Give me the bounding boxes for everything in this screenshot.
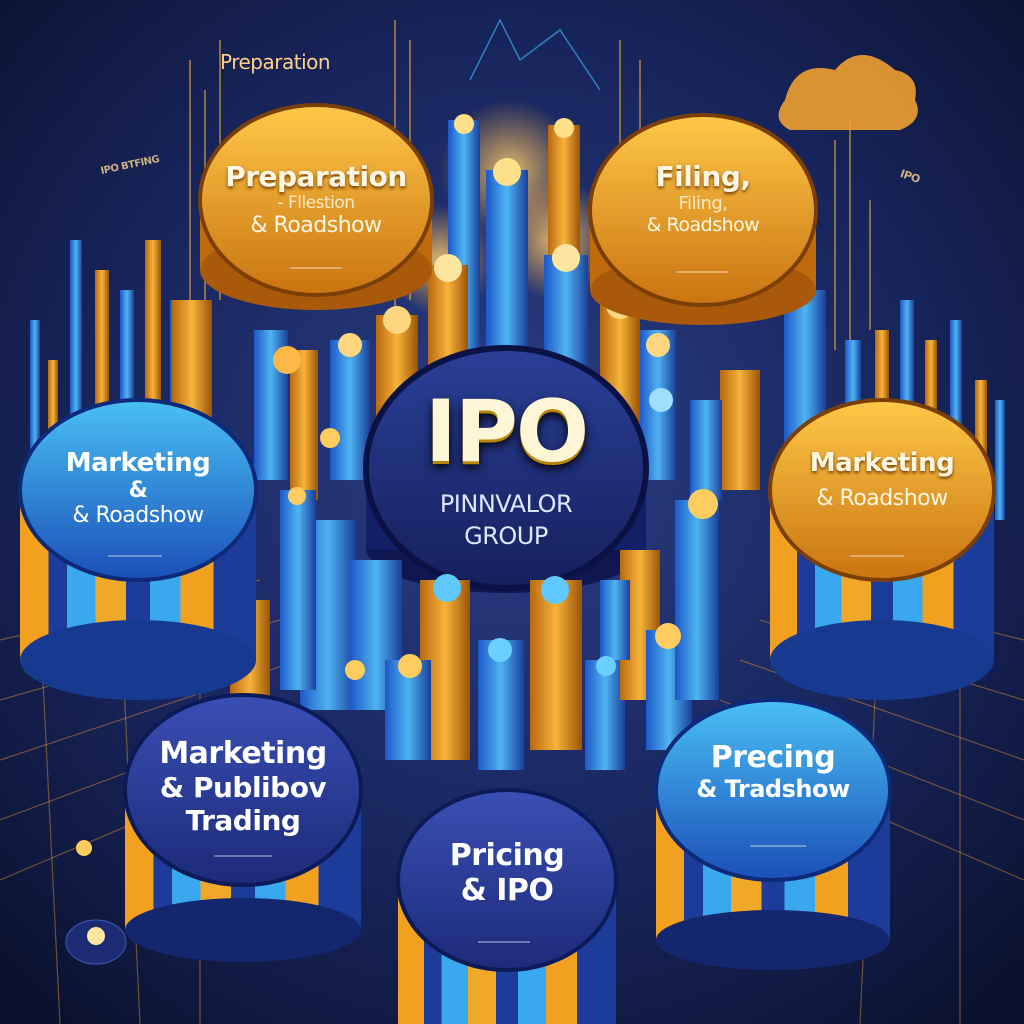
stage-line: Marketing — [809, 448, 955, 478]
center-line1: PINNVALOR — [439, 490, 573, 518]
stage-line: & IPO — [460, 873, 554, 908]
stage-line: Preparation — [225, 160, 407, 193]
center-line2: GROUP — [464, 522, 548, 550]
stage-line: & — [128, 478, 148, 503]
stage-line: & Tradshow — [696, 775, 850, 803]
top-label: Preparation — [220, 50, 331, 74]
stage-line: Filing, — [678, 193, 728, 214]
stage-line: & Roadshow — [72, 503, 204, 528]
stage-line: & Roadshow — [646, 214, 760, 236]
stage-marketing-right: Marketing & Roadshow — [774, 448, 990, 511]
stage-line: Trading — [185, 804, 301, 837]
stage-pricing: Pricing & IPO — [402, 838, 612, 908]
stage-preparation: Preparation - Fllestion & Roadshow — [206, 160, 426, 238]
stage-line: - Fllestion — [277, 193, 355, 213]
center-title: IPO — [424, 382, 589, 482]
stage-line: Precing — [710, 740, 836, 775]
stage-line: & Roadshow — [816, 486, 948, 511]
stage-publibov: Marketing & Publibov Trading — [128, 736, 358, 837]
stage-precing: Precing & Tradshow — [660, 740, 886, 803]
stage-line: Marketing — [65, 448, 211, 478]
stage-line: Pricing — [449, 838, 565, 873]
stage-filing: Filing, Filing, & Roadshow — [596, 160, 810, 236]
stage-marketing-left: Marketing & & Roadshow — [24, 448, 252, 528]
stage-line: Filing, — [655, 160, 751, 193]
stage-line: & Roadshow — [250, 213, 382, 238]
stage-line: & Publibov — [159, 771, 327, 804]
stage-line: Marketing — [159, 736, 327, 771]
